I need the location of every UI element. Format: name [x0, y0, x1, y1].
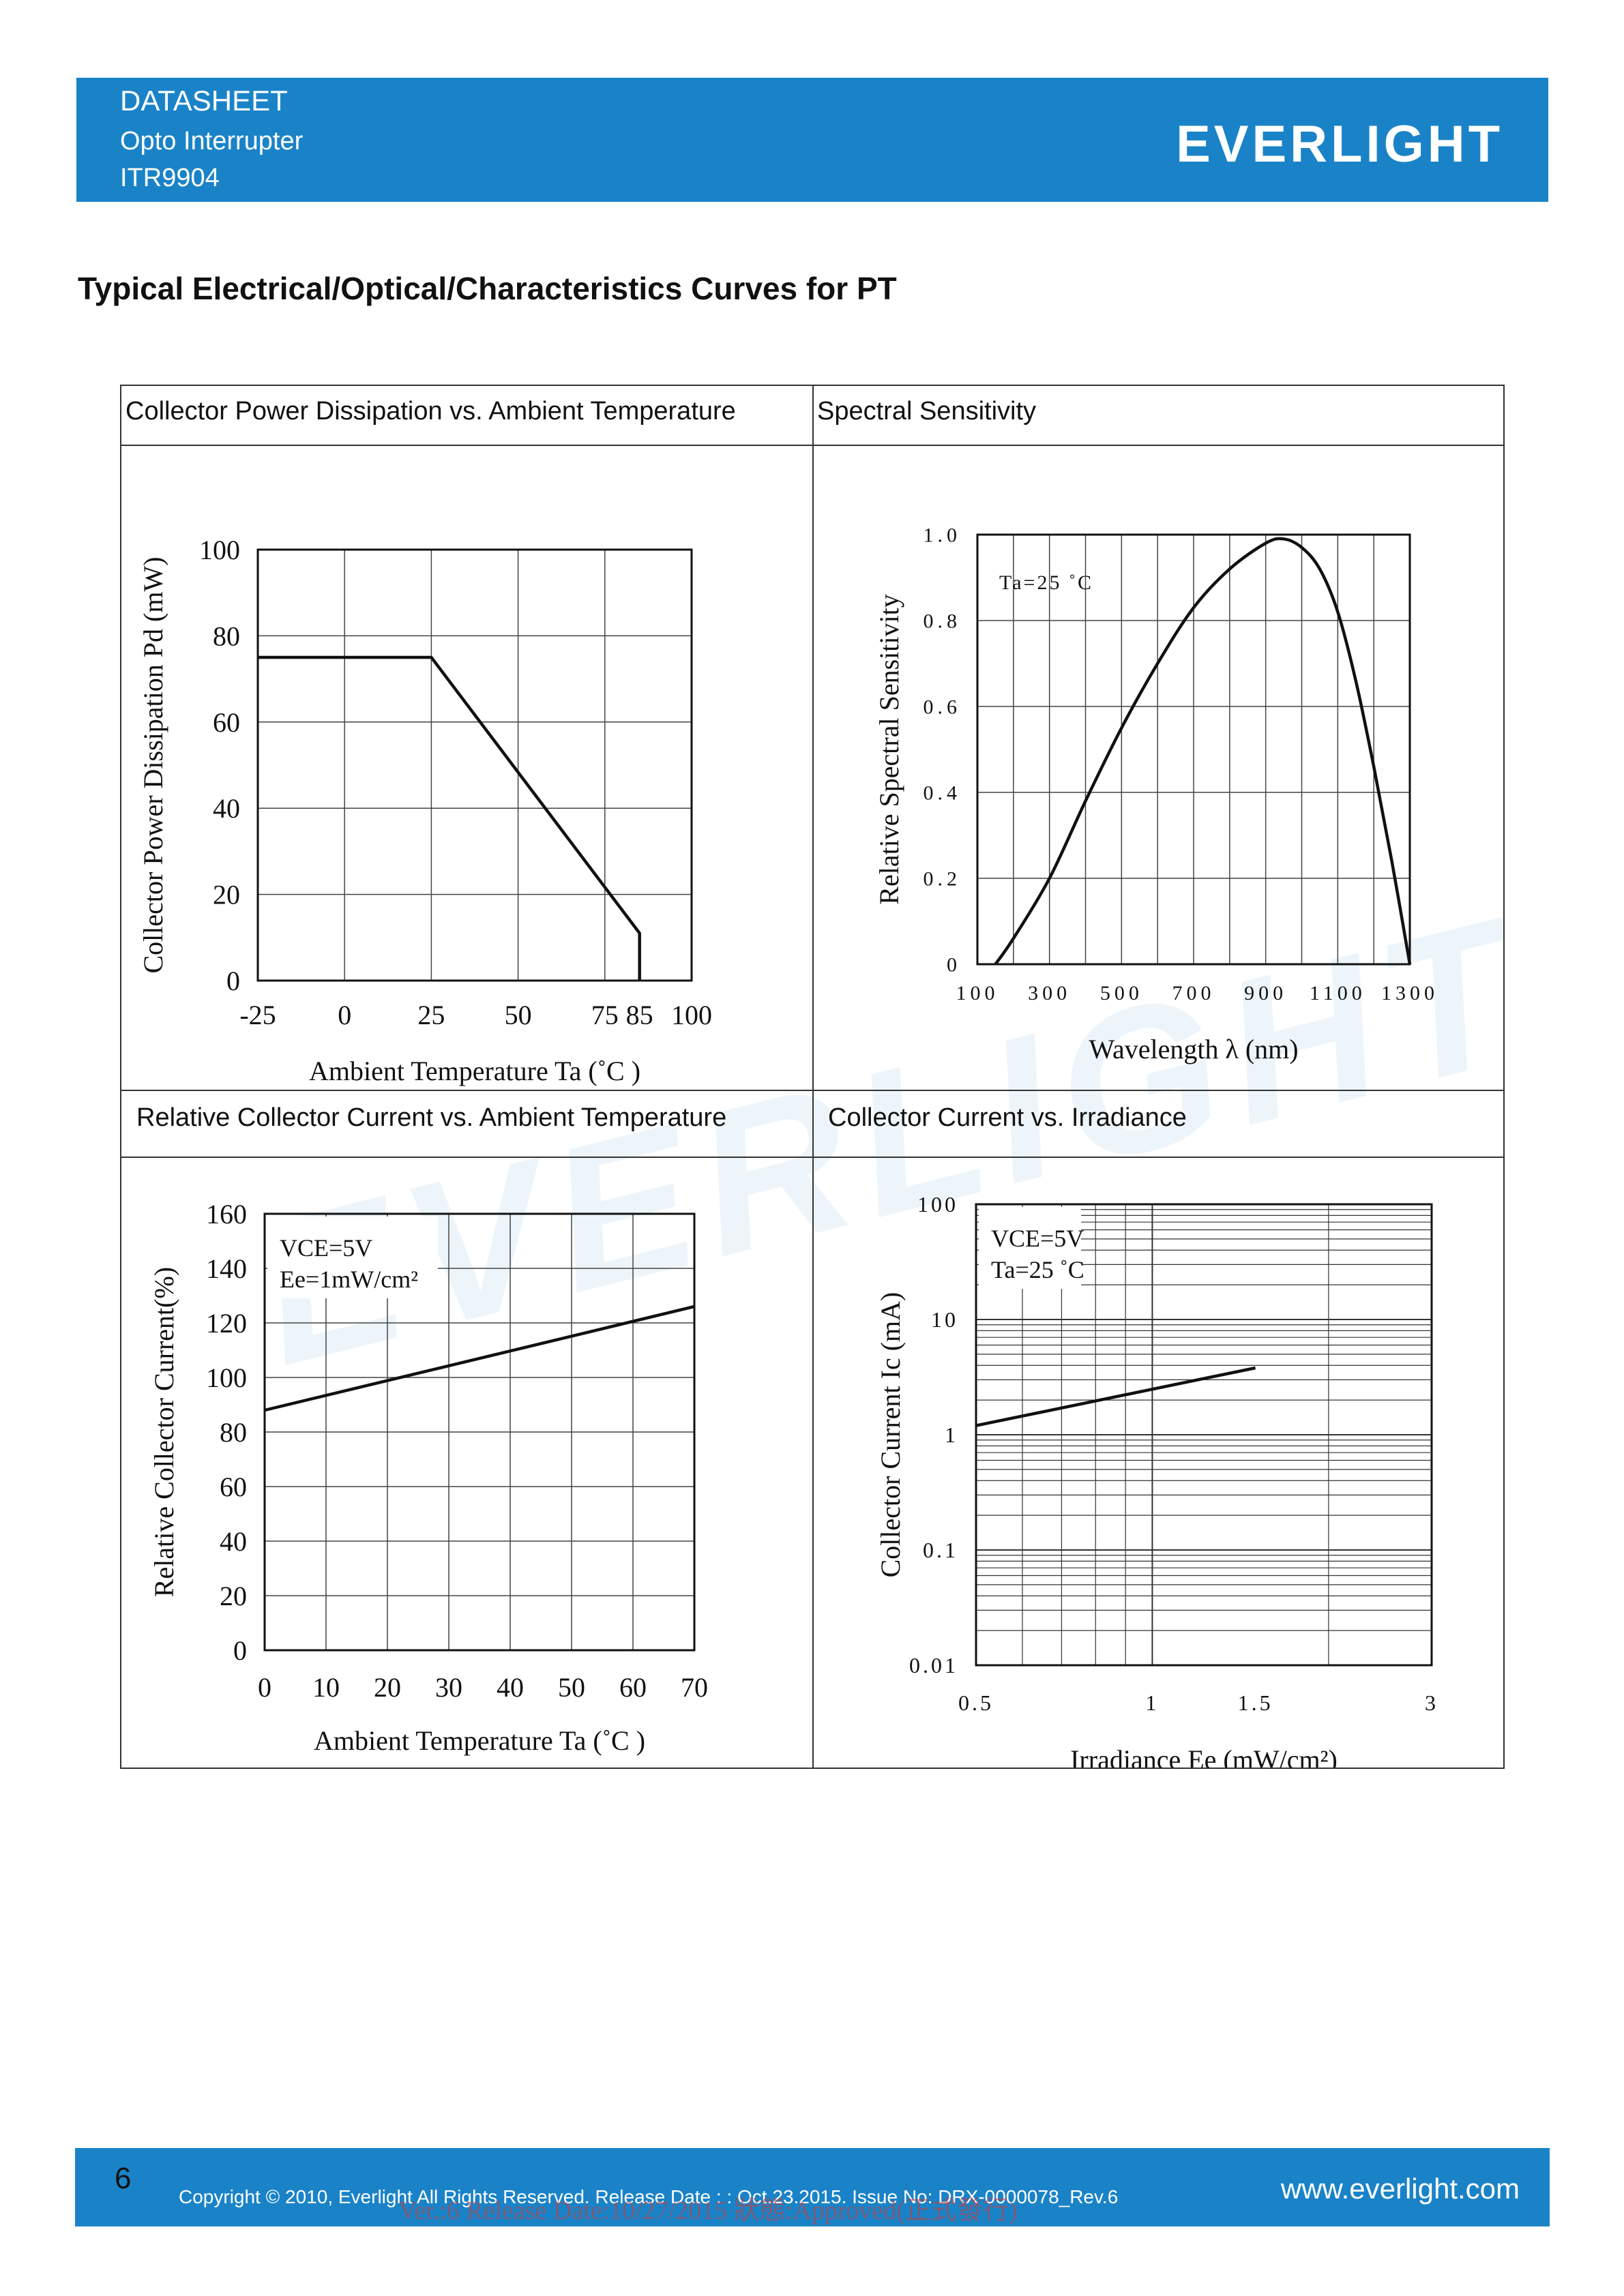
- y-tick-label: 0.8: [924, 610, 962, 633]
- y-axis-label: Relative Collector Current(%): [149, 1267, 179, 1597]
- x-axis-label: Ambient Temperature Ta (˚C ): [309, 1056, 640, 1086]
- y-tick-label: 40: [220, 1526, 247, 1557]
- x-tick-label: 300: [1028, 982, 1071, 1004]
- y-tick-label: 80: [220, 1417, 247, 1448]
- x-tick-label: 40: [497, 1672, 524, 1703]
- header-title: DATASHEET: [120, 85, 288, 117]
- x-tick-label: 85: [626, 1000, 653, 1030]
- annotation-box: [267, 1217, 438, 1298]
- x-tick-label: 500: [1100, 982, 1143, 1004]
- website-link[interactable]: www.everlight.com: [1280, 2173, 1520, 2205]
- y-tick-label: 0: [226, 966, 240, 996]
- x-tick-label: 70: [681, 1672, 708, 1703]
- header-part-number: ITR9904: [120, 164, 220, 192]
- release-stamp: Ver.:6 Release Date:10/27/2015 狀態:Approv…: [398, 2196, 1018, 2225]
- y-tick-label: 160: [206, 1199, 247, 1229]
- x-tick-label: -25: [239, 1000, 276, 1030]
- y-tick-label: 60: [213, 707, 240, 738]
- caption-power-dissipation: Collector Power Dissipation vs. Ambient …: [126, 397, 736, 426]
- page-number: 6: [115, 2162, 132, 2195]
- page-header: DATASHEET Opto Interrupter ITR9904 EVERL…: [76, 78, 1548, 202]
- x-tick-label: 10: [312, 1672, 340, 1703]
- x-tick-label: 700: [1172, 982, 1215, 1004]
- plot-frame: [256, 548, 693, 982]
- y-tick-label: 40: [213, 793, 240, 824]
- chart-relative-collector-current: 0 10 20 30 40 50 60 70 0 20 40 60 80 100 120 140 160 Ambi…: [149, 1199, 708, 1756]
- chart-annotation: Ta=25 ˚C: [991, 1256, 1084, 1283]
- chart-annotation: Ee=1mW/cm²: [280, 1266, 418, 1293]
- page-title: Typical Electrical/Optical/Characteristi…: [78, 271, 897, 306]
- x-tick-label: 3: [1425, 1690, 1438, 1715]
- y-tick-label: 0.01: [909, 1653, 958, 1678]
- table-divider: [121, 445, 1503, 446]
- x-tick-label: 0: [338, 1000, 351, 1030]
- y-tick-label: 10: [931, 1307, 958, 1332]
- y-tick-label: 120: [206, 1308, 247, 1339]
- x-tick-label: 100: [671, 1000, 712, 1030]
- caption-collector-current-irradiance: Collector Current vs. Irradiance: [828, 1103, 1187, 1132]
- x-tick-label: 50: [505, 1000, 532, 1030]
- x-axis-label: Irradiance Ee (mW/cm²): [1070, 1744, 1338, 1768]
- table-divider: [121, 1090, 1503, 1091]
- x-tick-label: 1100: [1310, 982, 1366, 1004]
- chart-annotation: Ta=25 ˚C: [999, 571, 1093, 594]
- x-tick-label: 1300: [1381, 982, 1438, 1004]
- y-tick-label: 1.0: [924, 524, 962, 547]
- x-tick-label: 20: [374, 1672, 401, 1703]
- x-tick-label: 1.5: [1238, 1690, 1273, 1715]
- x-tick-label: 75: [591, 1000, 619, 1030]
- y-tick-label: 100: [917, 1192, 958, 1217]
- y-tick-label: 80: [213, 621, 240, 651]
- caption-spectral-sensitivity: Spectral Sensitivity: [817, 397, 1037, 426]
- series-line: [264, 1304, 695, 1412]
- y-tick-label: 100: [206, 1362, 247, 1393]
- y-tick-label: 0: [947, 954, 961, 976]
- series-line: [994, 537, 1412, 966]
- x-tick-label: 0.5: [958, 1690, 994, 1715]
- plot-frame: [976, 533, 1411, 966]
- x-axis-label: Wavelength λ (nm): [1089, 1034, 1298, 1064]
- header-subtitle: Opto Interrupter: [120, 127, 304, 155]
- y-tick-label: 60: [220, 1472, 247, 1502]
- y-tick-label: 0.1: [923, 1538, 958, 1562]
- y-tick-label: 100: [199, 535, 240, 565]
- page-footer: 6 Copyright © 2010, Everlight All Rights…: [75, 2148, 1550, 2226]
- chart-power-dissipation: -25 0 25 50 75 85 100 0 20 40 60 80 100 Ambient Tempe…: [138, 535, 712, 1086]
- table-divider: [121, 1157, 1503, 1158]
- x-tick-label: 60: [619, 1672, 647, 1703]
- x-tick-label: 25: [417, 1000, 445, 1030]
- chart-spectral-sensitivity: 100 300 500 700 900 1100 1300 0 0.2 0.4 0.6 0.8 1.0 W…: [874, 524, 1438, 1065]
- y-tick-label: 0.4: [924, 782, 962, 805]
- plot-frame: [975, 1203, 1433, 1667]
- caption-relative-collector-current: Relative Collector Current vs. Ambient T…: [136, 1103, 727, 1132]
- y-tick-label: 1: [945, 1422, 958, 1447]
- chart-collector-current-irradiance: 0.5 1 1.5 3 0.01 0.1 1 10 100 Irradiance Ee (mW/c…: [875, 1192, 1438, 1768]
- x-axis-label: Ambient Temperature Ta (˚C ): [314, 1725, 645, 1756]
- y-tick-label: 20: [213, 880, 240, 910]
- annotation-box: [979, 1207, 1081, 1289]
- y-axis-label: Relative Spectral Sensitivity: [874, 594, 904, 904]
- y-tick-label: 140: [206, 1253, 247, 1284]
- x-tick-label: 100: [956, 982, 999, 1004]
- y-axis-label: Collector Power Dissipation Pd (mW): [138, 556, 168, 973]
- y-tick-label: 0: [233, 1635, 247, 1666]
- y-tick-label: 20: [220, 1581, 247, 1611]
- chart-annotation: VCE=5V: [991, 1225, 1084, 1252]
- x-tick-label: 50: [558, 1672, 585, 1703]
- y-axis-label: Collector Current Ic (mA): [875, 1292, 906, 1578]
- series-line: [975, 1366, 1256, 1427]
- plot-frame: [263, 1212, 696, 1652]
- everlight-logo: EVERLIGHT: [1176, 115, 1503, 173]
- y-tick-label: 0.2: [924, 868, 962, 891]
- charts-table: Collector Power Dissipation vs. Ambient …: [120, 385, 1505, 1769]
- copyright-text: Copyright © 2010, Everlight All Rights R…: [179, 2186, 1119, 2207]
- series-line: [258, 655, 641, 981]
- y-tick-label: 0.6: [924, 696, 962, 719]
- x-tick-label: 1: [1145, 1690, 1159, 1715]
- chart-annotation: VCE=5V: [280, 1234, 372, 1262]
- x-tick-label: 900: [1244, 982, 1287, 1004]
- table-divider-vertical: [812, 386, 814, 1768]
- x-tick-label: 30: [435, 1672, 462, 1703]
- x-tick-label: 0: [258, 1672, 271, 1703]
